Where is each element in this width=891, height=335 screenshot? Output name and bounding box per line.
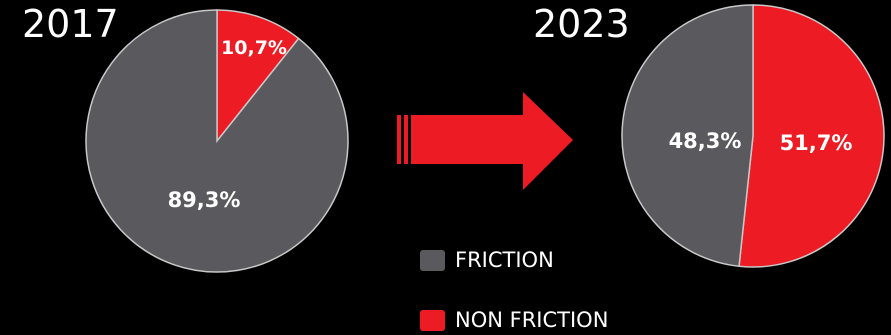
pie-data-label-friction: 89,3% xyxy=(168,188,241,212)
legend-item-friction: FRICTION xyxy=(420,248,554,272)
pie-title-2017: 2017 xyxy=(22,2,119,46)
legend-label-friction: FRICTION xyxy=(455,248,554,272)
arrow-stripe-2 xyxy=(404,115,408,164)
legend-swatch-friction xyxy=(420,249,445,271)
pie-chart-2023: 48,3% 51,7% xyxy=(621,4,885,268)
pie-data-label-friction: 48,3% xyxy=(669,129,742,153)
pie-data-label-non-friction: 10,7% xyxy=(221,37,287,59)
right-arrow-icon xyxy=(397,92,573,190)
arrow-stripe-3 xyxy=(411,115,415,164)
legend-label-non-friction: NON FRICTION xyxy=(455,308,609,332)
pie-data-label-non-friction: 51,7% xyxy=(780,131,853,155)
arrow-stripe-1 xyxy=(397,115,401,164)
legend-item-non-friction: NON FRICTION xyxy=(420,308,608,332)
pie-slice-non-friction xyxy=(738,4,885,268)
pie-slice-non-friction xyxy=(216,9,300,144)
pie-slice-friction xyxy=(621,4,754,268)
legend-swatch-non-friction xyxy=(420,309,445,331)
arrow-body xyxy=(415,92,573,190)
pie-slice-friction xyxy=(85,9,349,273)
pie-title-2023: 2023 xyxy=(533,2,630,46)
pie-chart-2017: 89,3% 10,7% xyxy=(85,9,349,273)
